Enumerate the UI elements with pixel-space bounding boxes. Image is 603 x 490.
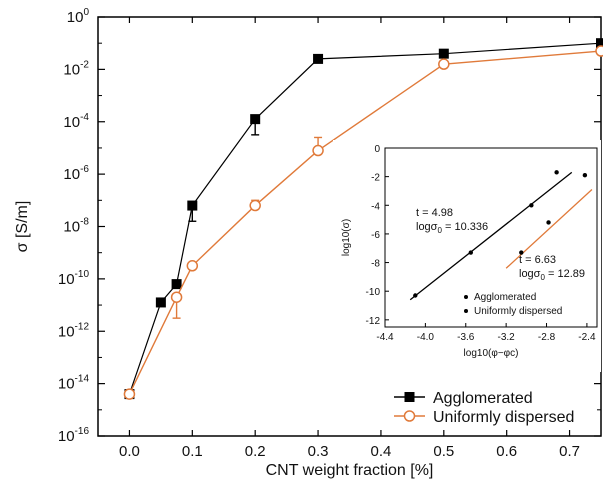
y-tick-label: 10-10	[58, 269, 90, 288]
inset-y-tick-label: -12	[366, 316, 381, 327]
inset-data-point	[554, 170, 559, 175]
data-point	[123, 388, 136, 400]
inset-data-point	[468, 250, 474, 255]
inset-x-tick-label: -3.6	[457, 332, 475, 343]
legend-marker	[403, 410, 416, 422]
inset-annotation-t: t = 4.98	[416, 207, 453, 219]
y-tick-exponent: 0	[83, 7, 89, 18]
y-tick-exponent: -14	[75, 374, 90, 385]
data-point	[438, 58, 450, 70]
inset-y-tick-label: -6	[371, 230, 380, 241]
data-point	[250, 114, 261, 125]
x-tick-label: 0.7	[559, 443, 580, 460]
y-tick-base: 10	[63, 61, 80, 78]
inset-legend-label: Uniformly dispersed	[474, 306, 562, 317]
y-tick-label: 10-8	[63, 217, 89, 236]
legend-marker	[404, 392, 415, 402]
data-point	[312, 144, 324, 157]
y-tick-exponent: -6	[80, 164, 89, 175]
inset-x-tick-label: -2.8	[538, 332, 556, 343]
x-tick-label: 0.0	[119, 443, 140, 460]
data-point	[170, 291, 183, 303]
inset-y-tick-label: 0	[374, 144, 380, 155]
inset-data-point	[529, 203, 534, 208]
inset-fit-line-0	[409, 171, 573, 301]
y-tick-base: 10	[58, 323, 75, 340]
inset-y-tick-label: -4	[371, 201, 380, 212]
y-tick-exponent: -4	[80, 112, 89, 123]
inset-data-point	[413, 293, 418, 298]
inset-background	[333, 140, 601, 372]
inset-legend-label: Agglomerated	[474, 292, 536, 303]
y-tick-exponent: -10	[75, 269, 90, 280]
annotation-prefix: logσ	[416, 221, 438, 233]
data-point	[186, 260, 199, 272]
data-point	[313, 53, 324, 64]
y-tick-base: 10	[58, 271, 75, 288]
y-tick-base: 10	[58, 376, 75, 393]
legend-label: Uniformly dispersed	[433, 409, 574, 426]
inset-x-axis-title: log10(φ−φc)	[464, 348, 519, 359]
y-tick-exponent: -2	[80, 59, 89, 70]
inset-data-point	[582, 173, 588, 178]
y-tick-base: 10	[63, 114, 80, 131]
inset-y-tick-label: -2	[371, 173, 380, 184]
inset-y-tick-label: -8	[371, 259, 380, 270]
x-tick-label: 0.6	[496, 443, 517, 460]
inset-annotation-sigma: logσ0 = 12.89	[519, 268, 585, 282]
y-tick-label: 10-6	[63, 164, 89, 183]
inset-x-tick-label: -4.4	[376, 332, 394, 343]
x-tick-label: 0.2	[245, 443, 266, 460]
inset-x-tick-label: -2.4	[578, 332, 596, 343]
y-tick-base: 10	[63, 166, 80, 183]
inset-legend-marker	[464, 295, 468, 299]
inset-data-point	[519, 250, 524, 255]
inset-fit-line-1	[505, 189, 593, 269]
inset-annotation-t: t = 6.63	[519, 254, 556, 266]
x-tick-label: 0.4	[371, 443, 392, 460]
annotation-subscript: 0	[540, 273, 545, 282]
y-tick-label: 100	[67, 7, 90, 26]
y-tick-exponent: -8	[80, 217, 89, 228]
data-point	[595, 45, 603, 57]
inset-x-tick-label: -3.2	[498, 332, 516, 343]
y-tick-base: 10	[58, 428, 75, 445]
y-tick-label: 10-2	[63, 59, 89, 78]
y-tick-label: 10-14	[58, 374, 90, 393]
y-axis-title: σ [S/m]	[14, 201, 31, 253]
y-tick-label: 10-4	[63, 112, 89, 131]
inset-x-tick-label: -4.0	[417, 332, 435, 343]
y-tick-exponent: -12	[75, 321, 90, 332]
main-chart: 0.0 0.1 0.2 0.3 0.4 0.5 0.6 0.710010-210-410-61…	[14, 7, 603, 479]
inset-y-tick-label: -10	[366, 287, 381, 298]
x-axis-title: CNT weight fraction [%]	[266, 462, 434, 479]
y-tick-label: 10-12	[58, 321, 90, 340]
annotation-value: = 12.89	[545, 268, 585, 280]
annotation-subscript: 0	[437, 226, 442, 235]
annotation-prefix: logσ	[519, 268, 541, 280]
data-point	[596, 38, 603, 49]
data-point	[438, 48, 449, 59]
annotation-value: = 10.336	[442, 221, 488, 233]
inset-y-axis-title: log10(σ)	[341, 219, 352, 256]
data-point	[249, 199, 261, 212]
y-tick-exponent: -16	[75, 426, 90, 437]
legend-label: Agglomerated	[433, 390, 533, 407]
inset-annotation-sigma: logσ0 = 10.336	[416, 221, 488, 235]
x-tick-label: 0.5	[433, 443, 454, 460]
data-point	[171, 279, 182, 290]
inset-chart: -4.4 -4.0 -3.6 -3.2 -2.8 -2.4 0 -2 -4 -6 -8 -10 -12 l…	[333, 140, 601, 372]
data-point	[155, 297, 166, 308]
x-tick-label: 0.1	[182, 443, 203, 460]
inset-data-point	[546, 220, 551, 225]
data-point	[187, 200, 198, 211]
inset-frame	[384, 147, 598, 328]
inset-legend-marker	[464, 309, 468, 313]
y-tick-base: 10	[63, 219, 80, 236]
y-tick-label: 10-16	[58, 426, 90, 445]
y-tick-base: 10	[67, 9, 84, 26]
x-tick-label: 0.3	[308, 443, 329, 460]
